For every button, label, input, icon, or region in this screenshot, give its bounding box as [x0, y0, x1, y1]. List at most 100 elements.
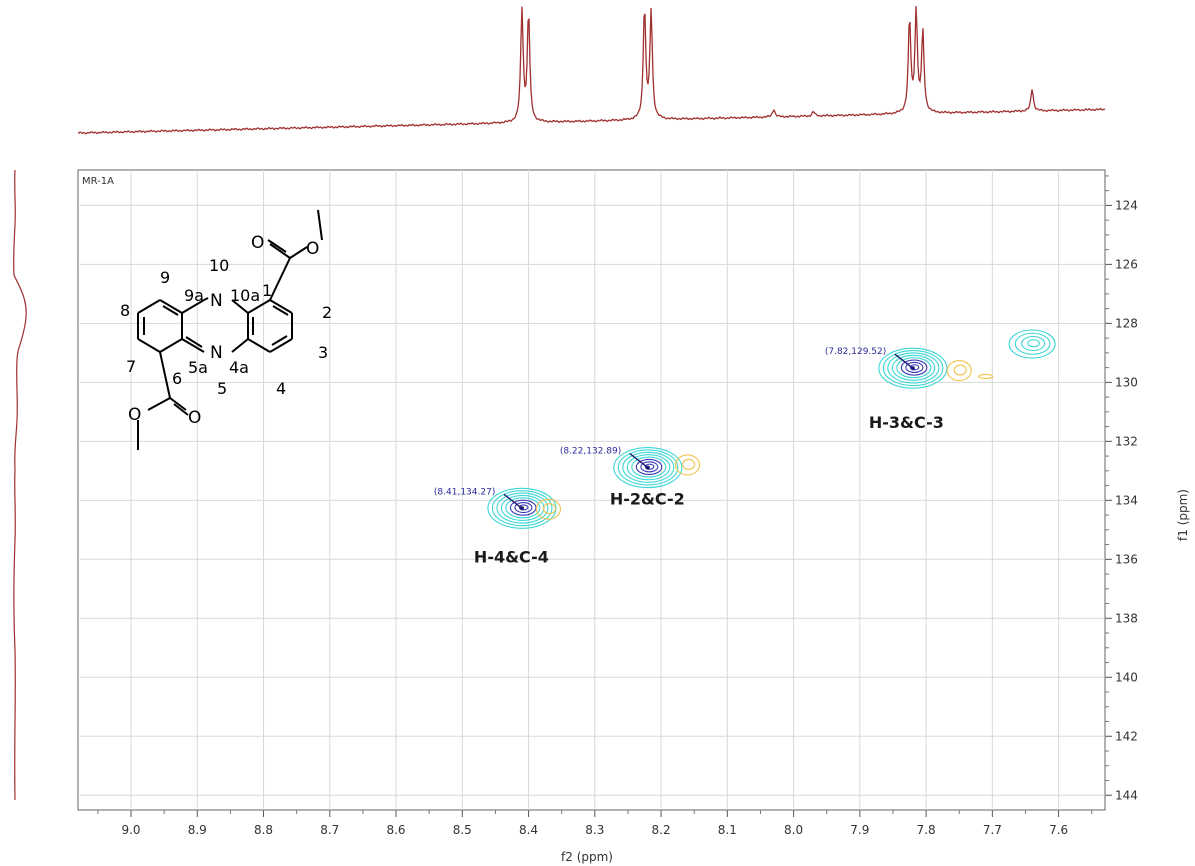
- x-tick-label: 8.9: [188, 823, 207, 837]
- cross-peak-assignment: H-2&C-2: [610, 490, 685, 509]
- contour-ring: [905, 361, 924, 373]
- sample-name-label: MR-1A: [82, 176, 114, 187]
- contour-ring: [887, 352, 940, 384]
- position-label-9: 9: [160, 268, 170, 287]
- f1-projection-spectrum: [12, 169, 27, 801]
- position-label-7: 7: [126, 357, 136, 376]
- atom-n-top: N: [210, 291, 223, 311]
- position-label-3: 3: [318, 343, 328, 362]
- contour-ring: [882, 350, 944, 387]
- contour-ring: [509, 499, 537, 516]
- y-tick-label: 130: [1115, 375, 1138, 389]
- atom-o-ether-top: O: [306, 239, 319, 259]
- extra-positive-contour: [1008, 329, 1056, 359]
- atom-o-carbonyl-bottom: O: [188, 408, 201, 428]
- atom-o-carbonyl-top: O: [251, 233, 264, 253]
- chemical-structure: [137, 209, 323, 450]
- position-label-8: 8: [120, 301, 130, 320]
- contour-ring: [622, 451, 675, 483]
- peak-coordinate-label: (8.22,132.89): [560, 447, 621, 457]
- peak-labels: (8.41,134.27) (8.22,132.89) (7.82,129.52) H…: [434, 347, 944, 566]
- y-tick-label: 140: [1115, 670, 1138, 684]
- position-label-5: 5: [217, 379, 227, 398]
- contour-ring: [682, 458, 696, 470]
- atom-o-ether-bottom: O: [128, 405, 141, 425]
- peak-pointer: [894, 353, 914, 369]
- peak-coordinate-label: (7.82,129.52): [825, 347, 886, 357]
- peak-pointer: [503, 493, 523, 509]
- contour-ring: [514, 501, 533, 514]
- x-tick-label: 8.7: [320, 823, 339, 837]
- contour-ring: [491, 490, 553, 527]
- contour-ring: [953, 364, 967, 376]
- contour-ring: [635, 458, 663, 476]
- x-tick-label: 8.3: [585, 823, 604, 837]
- negative-contour: [675, 454, 701, 476]
- x-axis-title: f2 (ppm): [561, 850, 613, 864]
- position-label-4: 4: [276, 379, 286, 398]
- x-tick-label: 9.0: [121, 823, 140, 837]
- contour-ring: [1014, 332, 1051, 355]
- cross-peak-2: [613, 447, 683, 489]
- peak-coordinate-label: (8.41,134.27): [434, 487, 495, 497]
- x-tick-label: 7.7: [983, 823, 1002, 837]
- negative-contour: [946, 360, 972, 382]
- position-label-5a: 5a: [188, 358, 208, 377]
- cross-peak-3: [878, 347, 948, 389]
- peak-pointer: [629, 453, 649, 469]
- contour-ring: [978, 373, 994, 380]
- y-tick-label: 142: [1115, 729, 1138, 743]
- contour-ring: [1027, 339, 1040, 348]
- contour-ring: [626, 454, 671, 481]
- position-label-2: 2: [322, 303, 332, 322]
- position-label-6: 6: [172, 369, 182, 388]
- y-tick-label: 128: [1115, 316, 1138, 330]
- contour-ring: [675, 454, 701, 476]
- contour-ring: [640, 461, 659, 473]
- cross-peak-assignment: H-3&C-3: [869, 413, 944, 432]
- x-tick-label: 7.6: [1049, 823, 1068, 837]
- y-tick-label: 132: [1115, 434, 1138, 448]
- contour-ring: [505, 497, 541, 519]
- x-tick-label: 8.4: [519, 823, 538, 837]
- position-label-1: 1: [262, 281, 272, 300]
- x-tick-label: 7.8: [917, 823, 936, 837]
- y-tick-label: 124: [1115, 198, 1138, 212]
- y-tick-label: 126: [1115, 257, 1138, 271]
- x-tick-label: 8.0: [784, 823, 803, 837]
- contour-ring: [631, 456, 667, 478]
- y-tick-label: 136: [1115, 552, 1138, 566]
- x-tick-label: 8.1: [718, 823, 737, 837]
- x-tick-label: 8.2: [652, 823, 671, 837]
- y-tick-label: 138: [1115, 611, 1138, 625]
- contour-ring: [496, 492, 549, 524]
- contour-ring: [613, 447, 683, 489]
- y-tick-label: 144: [1115, 788, 1138, 802]
- x-tick-label: 8.6: [386, 823, 405, 837]
- contour-ring: [535, 498, 561, 520]
- x-axis: 9.0 8.9 8.8 8.7 8.6 8.5 8.4 8.3 8.2 8.1 8.0 7.9 7.8 7…: [97, 810, 1093, 837]
- contour-ring: [909, 364, 920, 371]
- position-label-10: 10: [209, 256, 229, 275]
- y-axis-title: f1 (ppm): [1176, 489, 1190, 541]
- contour-ring: [946, 360, 972, 382]
- contour-ring: [1021, 335, 1046, 352]
- y-tick-label: 134: [1115, 493, 1138, 507]
- position-label-9a: 9a: [184, 286, 204, 305]
- contour-ring: [896, 357, 932, 379]
- contour-ring: [617, 449, 679, 486]
- contour-ring: [878, 347, 948, 389]
- contour-ring: [644, 463, 655, 470]
- negative-contour: [535, 498, 561, 520]
- y-axis: 124 126 128 130 132 134 136 138 140 142 144: [1105, 175, 1138, 802]
- x-tick-label: 7.9: [850, 823, 869, 837]
- contour-ring: [900, 359, 928, 376]
- contour-ring: [891, 354, 936, 381]
- f2-projection-spectrum: [77, 5, 1106, 135]
- grid: [78, 170, 1105, 810]
- contour-ring: [542, 503, 556, 515]
- atom-n-bottom: N: [210, 343, 223, 363]
- contour-ring: [1008, 329, 1056, 359]
- position-label-10a: 10a: [230, 286, 260, 305]
